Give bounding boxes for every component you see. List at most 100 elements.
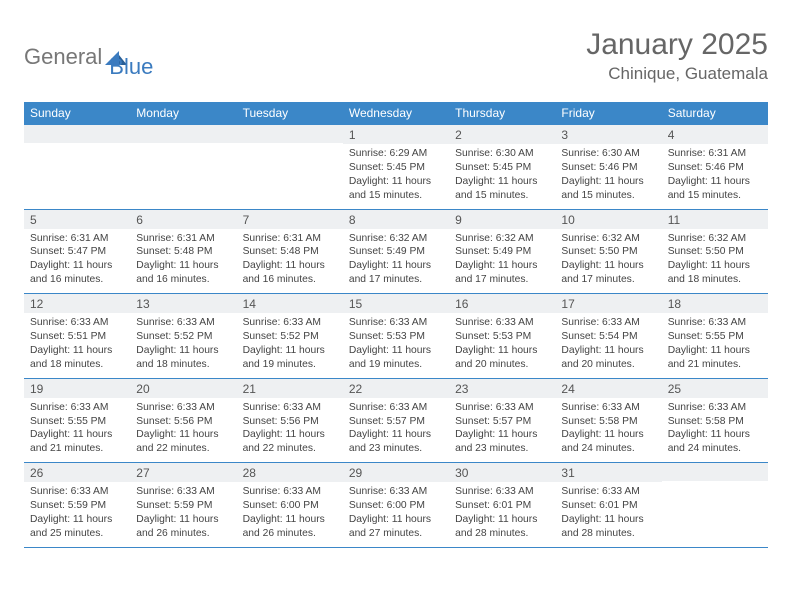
day-number — [130, 125, 236, 143]
day-number: 30 — [449, 463, 555, 482]
day-detail: Sunrise: 6:33 AMSunset: 5:58 PMDaylight:… — [662, 398, 768, 463]
day-number: 21 — [237, 379, 343, 398]
day-cell: 4Sunrise: 6:31 AMSunset: 5:46 PMDaylight… — [662, 125, 768, 209]
day-detail: Sunrise: 6:29 AMSunset: 5:45 PMDaylight:… — [343, 144, 449, 209]
day-cell: 30Sunrise: 6:33 AMSunset: 6:01 PMDayligh… — [449, 463, 555, 547]
day-cell — [662, 463, 768, 547]
day-number: 28 — [237, 463, 343, 482]
location-label: Chinique, Guatemala — [586, 64, 768, 84]
logo-text-general: General — [24, 44, 102, 70]
day-cell: 8Sunrise: 6:32 AMSunset: 5:49 PMDaylight… — [343, 210, 449, 294]
day-number: 17 — [555, 294, 661, 313]
day-cell: 1Sunrise: 6:29 AMSunset: 5:45 PMDaylight… — [343, 125, 449, 209]
day-number: 19 — [24, 379, 130, 398]
day-detail: Sunrise: 6:33 AMSunset: 5:55 PMDaylight:… — [662, 313, 768, 378]
day-cell: 26Sunrise: 6:33 AMSunset: 5:59 PMDayligh… — [24, 463, 130, 547]
day-detail: Sunrise: 6:33 AMSunset: 5:59 PMDaylight:… — [24, 482, 130, 547]
day-number: 5 — [24, 210, 130, 229]
day-number: 9 — [449, 210, 555, 229]
day-header: Thursday — [449, 102, 555, 125]
day-cell: 27Sunrise: 6:33 AMSunset: 5:59 PMDayligh… — [130, 463, 236, 547]
day-detail: Sunrise: 6:33 AMSunset: 5:54 PMDaylight:… — [555, 313, 661, 378]
day-detail: Sunrise: 6:31 AMSunset: 5:47 PMDaylight:… — [24, 229, 130, 294]
day-detail: Sunrise: 6:33 AMSunset: 5:52 PMDaylight:… — [130, 313, 236, 378]
day-number: 23 — [449, 379, 555, 398]
day-detail: Sunrise: 6:33 AMSunset: 6:00 PMDaylight:… — [343, 482, 449, 547]
day-number: 22 — [343, 379, 449, 398]
day-detail: Sunrise: 6:33 AMSunset: 6:00 PMDaylight:… — [237, 482, 343, 547]
day-number: 4 — [662, 125, 768, 144]
week-row: 26Sunrise: 6:33 AMSunset: 5:59 PMDayligh… — [24, 463, 768, 548]
day-number: 20 — [130, 379, 236, 398]
day-number — [237, 125, 343, 143]
day-cell: 9Sunrise: 6:32 AMSunset: 5:49 PMDaylight… — [449, 210, 555, 294]
day-detail: Sunrise: 6:32 AMSunset: 5:50 PMDaylight:… — [555, 229, 661, 294]
day-cell: 2Sunrise: 6:30 AMSunset: 5:45 PMDaylight… — [449, 125, 555, 209]
day-cell: 19Sunrise: 6:33 AMSunset: 5:55 PMDayligh… — [24, 379, 130, 463]
day-cell: 18Sunrise: 6:33 AMSunset: 5:55 PMDayligh… — [662, 294, 768, 378]
day-number: 10 — [555, 210, 661, 229]
day-cell: 10Sunrise: 6:32 AMSunset: 5:50 PMDayligh… — [555, 210, 661, 294]
week-row: 1Sunrise: 6:29 AMSunset: 5:45 PMDaylight… — [24, 125, 768, 210]
week-row: 19Sunrise: 6:33 AMSunset: 5:55 PMDayligh… — [24, 379, 768, 464]
day-number: 29 — [343, 463, 449, 482]
day-detail: Sunrise: 6:33 AMSunset: 5:59 PMDaylight:… — [130, 482, 236, 547]
day-detail: Sunrise: 6:33 AMSunset: 5:52 PMDaylight:… — [237, 313, 343, 378]
header: General Blue January 2025 Chinique, Guat… — [24, 28, 768, 84]
week-row: 12Sunrise: 6:33 AMSunset: 5:51 PMDayligh… — [24, 294, 768, 379]
day-number: 12 — [24, 294, 130, 313]
day-detail: Sunrise: 6:33 AMSunset: 5:56 PMDaylight:… — [130, 398, 236, 463]
day-number: 15 — [343, 294, 449, 313]
day-detail: Sunrise: 6:30 AMSunset: 5:45 PMDaylight:… — [449, 144, 555, 209]
day-number: 2 — [449, 125, 555, 144]
day-header: Monday — [130, 102, 236, 125]
day-cell: 13Sunrise: 6:33 AMSunset: 5:52 PMDayligh… — [130, 294, 236, 378]
day-cell: 25Sunrise: 6:33 AMSunset: 5:58 PMDayligh… — [662, 379, 768, 463]
day-number — [662, 463, 768, 481]
day-detail: Sunrise: 6:33 AMSunset: 5:51 PMDaylight:… — [24, 313, 130, 378]
day-number: 24 — [555, 379, 661, 398]
day-cell: 24Sunrise: 6:33 AMSunset: 5:58 PMDayligh… — [555, 379, 661, 463]
day-cell: 15Sunrise: 6:33 AMSunset: 5:53 PMDayligh… — [343, 294, 449, 378]
calendar: SundayMondayTuesdayWednesdayThursdayFrid… — [24, 102, 768, 548]
day-cell: 23Sunrise: 6:33 AMSunset: 5:57 PMDayligh… — [449, 379, 555, 463]
day-detail: Sunrise: 6:33 AMSunset: 6:01 PMDaylight:… — [555, 482, 661, 547]
day-number — [24, 125, 130, 143]
day-header: Sunday — [24, 102, 130, 125]
day-cell: 11Sunrise: 6:32 AMSunset: 5:50 PMDayligh… — [662, 210, 768, 294]
day-detail: Sunrise: 6:30 AMSunset: 5:46 PMDaylight:… — [555, 144, 661, 209]
day-number: 27 — [130, 463, 236, 482]
page-title: January 2025 — [586, 28, 768, 62]
day-number: 7 — [237, 210, 343, 229]
day-cell: 7Sunrise: 6:31 AMSunset: 5:48 PMDaylight… — [237, 210, 343, 294]
day-cell: 20Sunrise: 6:33 AMSunset: 5:56 PMDayligh… — [130, 379, 236, 463]
day-cell: 29Sunrise: 6:33 AMSunset: 6:00 PMDayligh… — [343, 463, 449, 547]
day-cell: 31Sunrise: 6:33 AMSunset: 6:01 PMDayligh… — [555, 463, 661, 547]
day-number: 25 — [662, 379, 768, 398]
day-detail: Sunrise: 6:33 AMSunset: 5:53 PMDaylight:… — [343, 313, 449, 378]
day-cell — [237, 125, 343, 209]
day-detail: Sunrise: 6:33 AMSunset: 5:58 PMDaylight:… — [555, 398, 661, 463]
day-number: 14 — [237, 294, 343, 313]
day-number: 13 — [130, 294, 236, 313]
day-detail: Sunrise: 6:33 AMSunset: 5:56 PMDaylight:… — [237, 398, 343, 463]
day-detail: Sunrise: 6:31 AMSunset: 5:48 PMDaylight:… — [130, 229, 236, 294]
day-cell: 16Sunrise: 6:33 AMSunset: 5:53 PMDayligh… — [449, 294, 555, 378]
day-cell: 5Sunrise: 6:31 AMSunset: 5:47 PMDaylight… — [24, 210, 130, 294]
day-header: Friday — [555, 102, 661, 125]
day-detail: Sunrise: 6:33 AMSunset: 6:01 PMDaylight:… — [449, 482, 555, 547]
day-number: 8 — [343, 210, 449, 229]
title-block: January 2025 Chinique, Guatemala — [586, 28, 768, 84]
day-cell: 6Sunrise: 6:31 AMSunset: 5:48 PMDaylight… — [130, 210, 236, 294]
day-detail: Sunrise: 6:31 AMSunset: 5:46 PMDaylight:… — [662, 144, 768, 209]
day-cell: 14Sunrise: 6:33 AMSunset: 5:52 PMDayligh… — [237, 294, 343, 378]
day-detail: Sunrise: 6:32 AMSunset: 5:49 PMDaylight:… — [449, 229, 555, 294]
day-detail: Sunrise: 6:33 AMSunset: 5:57 PMDaylight:… — [449, 398, 555, 463]
day-header: Tuesday — [237, 102, 343, 125]
day-cell — [130, 125, 236, 209]
day-number: 26 — [24, 463, 130, 482]
day-cell: 22Sunrise: 6:33 AMSunset: 5:57 PMDayligh… — [343, 379, 449, 463]
day-detail: Sunrise: 6:33 AMSunset: 5:53 PMDaylight:… — [449, 313, 555, 378]
day-cell: 3Sunrise: 6:30 AMSunset: 5:46 PMDaylight… — [555, 125, 661, 209]
day-number: 1 — [343, 125, 449, 144]
